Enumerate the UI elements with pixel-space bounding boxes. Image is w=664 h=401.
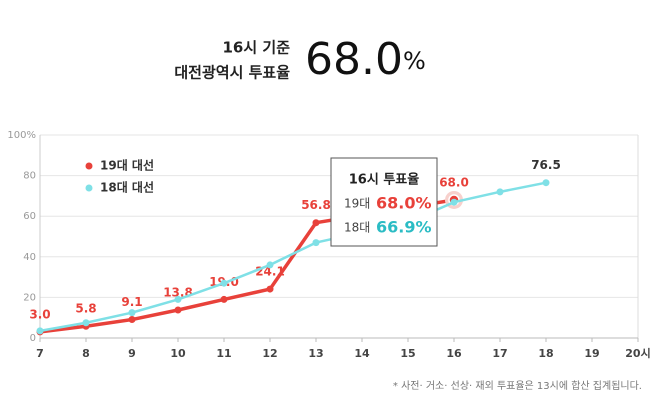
x-tick-label: 10 bbox=[170, 347, 186, 360]
header-unit: % bbox=[403, 47, 426, 75]
x-tick-label: 14 bbox=[354, 347, 370, 360]
x-tick-label: 7 bbox=[36, 347, 44, 360]
y-tick-label: 100% bbox=[7, 130, 36, 141]
legend-marker bbox=[85, 162, 93, 170]
x-tick-label: 11 bbox=[216, 347, 231, 360]
value-label: 9.1 bbox=[121, 295, 142, 309]
point bbox=[542, 179, 550, 187]
header-value: 68.0% bbox=[305, 34, 426, 85]
y-tick-label: 60 bbox=[23, 211, 36, 222]
tooltip-title: 16시 투표율 bbox=[349, 172, 419, 188]
y-tick-label: 40 bbox=[23, 252, 36, 263]
y-tick-label: 0 bbox=[30, 333, 36, 344]
value-label: 5.8 bbox=[75, 302, 96, 316]
x-tick-label: 16 bbox=[446, 347, 462, 360]
series-line bbox=[39, 181, 547, 333]
point bbox=[312, 239, 320, 247]
point bbox=[128, 309, 136, 317]
value-label: 76.5 bbox=[531, 158, 561, 172]
point bbox=[496, 188, 504, 196]
value-label: 3.0 bbox=[29, 307, 50, 321]
tooltip-label: 19대 bbox=[344, 197, 370, 211]
point bbox=[36, 327, 44, 335]
point bbox=[220, 295, 228, 303]
x-tick-label: 20시 bbox=[625, 347, 650, 360]
tooltip-label: 18대 bbox=[344, 221, 370, 235]
header-number: 68.0 bbox=[305, 34, 403, 85]
tooltip-value: 66.9% bbox=[376, 218, 432, 237]
point bbox=[82, 319, 90, 327]
footnote: * 사전· 거소· 선상· 재외 투표율은 13시에 합산 집계됩니다. bbox=[393, 379, 642, 392]
tooltip-value: 68.0% bbox=[376, 194, 432, 213]
point bbox=[266, 285, 274, 293]
point bbox=[128, 316, 136, 324]
value-label: 56.8 bbox=[301, 198, 331, 212]
x-tick-label: 17 bbox=[492, 347, 507, 360]
value-label: 68.0 bbox=[439, 175, 469, 189]
tooltip: 16시 투표율 19대 68.0% 18대 66.9% bbox=[330, 157, 438, 247]
plot: 0 20 40 60 80 100% 7 8 9 10 11 12 13 14 15 16 17 18 19 20시 3… bbox=[7, 130, 650, 360]
legend-label: 19대 대선 bbox=[100, 158, 154, 173]
y-tick-label: 20 bbox=[23, 292, 36, 303]
legend-label: 18대 대선 bbox=[100, 180, 154, 195]
x-tick-label: 18 bbox=[538, 347, 553, 360]
point bbox=[450, 198, 458, 206]
point bbox=[174, 295, 182, 303]
point bbox=[174, 306, 182, 314]
header-label: 16시 기준 bbox=[223, 39, 291, 57]
point bbox=[312, 219, 320, 227]
x-tick-label: 13 bbox=[308, 347, 323, 360]
point bbox=[220, 279, 228, 287]
x-tick-label: 8 bbox=[82, 347, 90, 360]
x-tick-label: 15 bbox=[400, 347, 415, 360]
tooltip-box bbox=[330, 157, 438, 247]
legend-marker bbox=[85, 184, 93, 192]
y-tick-label: 80 bbox=[23, 171, 36, 182]
x-tick-label: 12 bbox=[262, 347, 277, 360]
x-tick-label: 9 bbox=[128, 347, 136, 360]
x-tick-label: 19 bbox=[584, 347, 599, 360]
header-label: 대전광역시 투표율 bbox=[174, 64, 290, 82]
point bbox=[266, 261, 274, 269]
